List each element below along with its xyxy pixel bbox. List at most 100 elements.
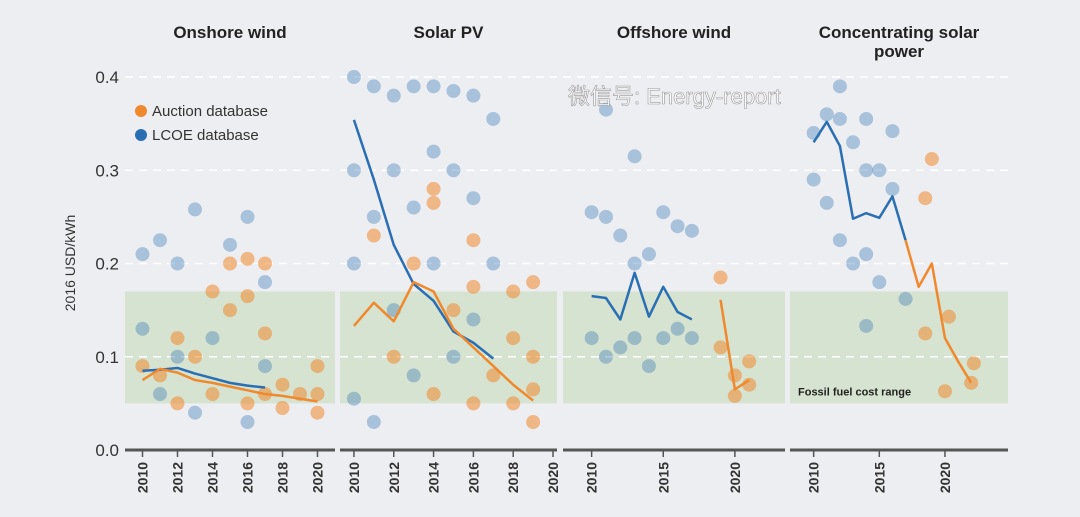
lcoe-point (170, 349, 185, 364)
auction-point (406, 256, 421, 271)
auction-point (426, 181, 441, 196)
watermark: 微信号: Energy-report (568, 84, 781, 109)
x-tick-label: 2016 (465, 462, 481, 493)
auction-point (205, 387, 220, 402)
lcoe-point (446, 163, 461, 178)
lcoe-point (406, 368, 421, 383)
y-tick-label: 0.3 (95, 161, 119, 180)
auction-point (966, 356, 981, 371)
lcoe-point (656, 205, 671, 220)
auction-point (526, 275, 541, 290)
x-tick-label: 2016 (240, 462, 256, 493)
y-tick-label: 0.1 (95, 348, 119, 367)
auction-point (258, 326, 272, 341)
auction-point (310, 387, 325, 402)
lcoe-point (406, 200, 421, 215)
lcoe-point (258, 359, 272, 374)
lcoe-point (205, 331, 220, 346)
auction-point (506, 331, 521, 346)
auction-point (426, 387, 441, 402)
lcoe-point (627, 331, 642, 346)
x-tick-label: 2012 (386, 462, 402, 493)
panel-3: Concentrating solar power 2010 2015 2020 Foss… (790, 23, 1008, 493)
auction-point (170, 331, 185, 346)
lcoe-point (846, 256, 861, 271)
auction-point (205, 284, 220, 299)
auction-point (240, 251, 255, 266)
auction-point (446, 303, 461, 318)
panel-1: Solar PV 2010 2012 2014 2016 2018 2020 (340, 23, 561, 493)
x-tick-label: 2014 (426, 462, 442, 493)
lcoe-point (486, 256, 501, 271)
lcoe-point (872, 275, 887, 290)
x-tick-label: 2010 (584, 462, 600, 493)
auction-point (240, 289, 255, 304)
lcoe-point (135, 321, 150, 336)
panel-title: Onshore wind (173, 23, 286, 42)
panel-title: Solar PV (414, 23, 485, 42)
lcoe-point (832, 233, 847, 248)
lcoe-point (670, 219, 685, 234)
auction-point (366, 228, 381, 243)
lcoe-point (613, 340, 628, 355)
lcoe-point (885, 124, 900, 139)
lcoe-point (859, 247, 874, 262)
lcoe-point (670, 321, 685, 336)
auction-point (918, 191, 933, 206)
lcoe-point (426, 144, 441, 159)
lcoe-point (386, 88, 401, 103)
lcoe-trend-line (591, 271, 693, 321)
auction-point (426, 195, 441, 210)
legend-label: Auction database (152, 103, 268, 120)
lcoe-point (627, 256, 642, 271)
lcoe-point (684, 223, 699, 238)
auction-point (526, 415, 541, 430)
x-tick-label: 2020 (727, 462, 743, 493)
auction-point (526, 382, 541, 397)
auction-point (506, 396, 521, 411)
auction-point (170, 396, 185, 411)
lcoe-point (466, 312, 481, 327)
lcoe-point (153, 233, 167, 248)
lcoe-point (806, 172, 821, 187)
lcoe-point (346, 163, 361, 178)
lcoe-point (832, 79, 847, 94)
lcoe-point (135, 247, 150, 262)
lcoe-trend-line (352, 119, 495, 360)
lcoe-point (832, 111, 847, 126)
lcoe-point (258, 275, 272, 290)
auction-point (223, 256, 237, 271)
lcoe-point (898, 291, 913, 306)
panel-title: Concentrating solar power (819, 23, 980, 61)
auction-point (727, 388, 742, 403)
y-tick-label: 0.2 (95, 255, 119, 274)
x-tick-label: 2010 (135, 462, 151, 493)
lcoe-point (584, 331, 599, 346)
auction-trend-line (352, 280, 534, 402)
lcoe-point (346, 70, 361, 84)
auction-point (466, 233, 481, 248)
panel-0: Onshore wind 2010 2012 2014 2016 2018 2020 (125, 23, 335, 493)
lcoe-point (819, 107, 834, 122)
lcoe-point (446, 83, 461, 98)
x-tick-label: 2010 (806, 462, 822, 493)
auction-trend-line (719, 299, 750, 391)
y-tick-label: 0.0 (95, 441, 119, 460)
x-tick-label: 2015 (655, 462, 671, 493)
auction-trend-line (141, 367, 318, 403)
panel-title: Offshore wind (617, 23, 731, 42)
auction-trend-line (904, 239, 973, 384)
auction-point (924, 152, 939, 167)
x-tick-label: 2018 (505, 462, 521, 493)
lcoe-point (684, 331, 699, 346)
auction-point (918, 326, 933, 341)
lcoe-point (859, 163, 874, 178)
fossil-fuel-label: Fossil fuel cost range (798, 386, 911, 398)
lcoe-point (406, 79, 421, 94)
auction-point (310, 405, 325, 420)
auction-point (275, 377, 290, 392)
lcoe-point (240, 415, 255, 430)
lcoe-point (366, 79, 381, 94)
auction-point (386, 349, 401, 364)
